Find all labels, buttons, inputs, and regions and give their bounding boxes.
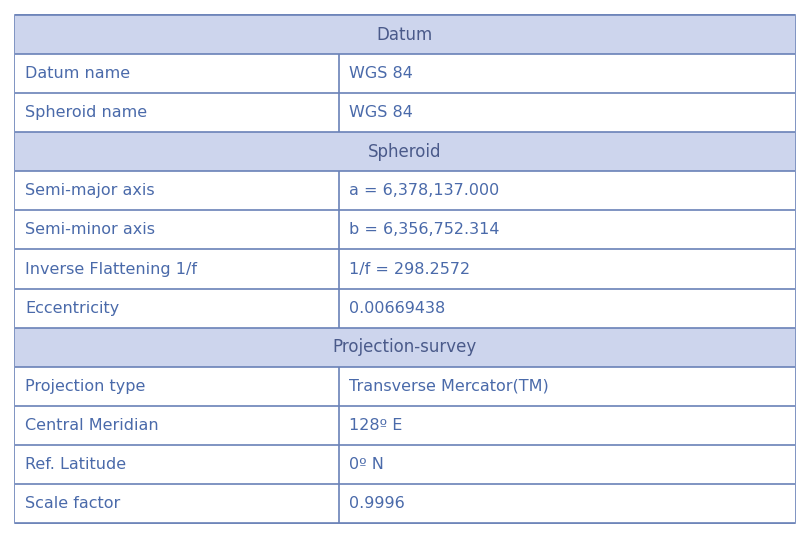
Text: a = 6,378,137.000: a = 6,378,137.000 bbox=[348, 183, 499, 199]
Text: 128º E: 128º E bbox=[348, 418, 402, 433]
Text: Datum: Datum bbox=[377, 25, 433, 44]
Bar bbox=[15, 15, 795, 54]
Text: 0.00669438: 0.00669438 bbox=[348, 301, 445, 316]
Text: Ref. Latitude: Ref. Latitude bbox=[25, 457, 126, 472]
Bar bbox=[15, 406, 795, 445]
Bar bbox=[15, 367, 795, 406]
Text: Spheroid name: Spheroid name bbox=[25, 105, 147, 120]
Text: WGS 84: WGS 84 bbox=[348, 105, 412, 120]
Text: 1/f = 298.2572: 1/f = 298.2572 bbox=[348, 261, 470, 277]
Bar bbox=[15, 484, 795, 523]
Bar bbox=[15, 250, 795, 288]
Text: Inverse Flattening 1/f: Inverse Flattening 1/f bbox=[25, 261, 197, 277]
Bar bbox=[15, 445, 795, 484]
Text: Central Meridian: Central Meridian bbox=[25, 418, 159, 433]
Text: 0.9996: 0.9996 bbox=[348, 496, 404, 511]
Bar bbox=[15, 210, 795, 250]
Text: Spheroid: Spheroid bbox=[369, 143, 441, 161]
Text: b = 6,356,752.314: b = 6,356,752.314 bbox=[348, 222, 499, 237]
Bar bbox=[15, 288, 795, 328]
Text: Projection type: Projection type bbox=[25, 379, 145, 394]
Bar bbox=[15, 93, 795, 132]
Text: Projection-survey: Projection-survey bbox=[333, 338, 477, 356]
Text: Semi-major axis: Semi-major axis bbox=[25, 183, 155, 199]
Bar bbox=[15, 328, 795, 367]
Text: Datum name: Datum name bbox=[25, 66, 130, 81]
Text: Transverse Mercator(TM): Transverse Mercator(TM) bbox=[348, 379, 548, 394]
Bar bbox=[15, 132, 795, 171]
Text: 0º N: 0º N bbox=[348, 457, 384, 472]
Text: Scale factor: Scale factor bbox=[25, 496, 120, 511]
Bar bbox=[15, 54, 795, 93]
Text: Eccentricity: Eccentricity bbox=[25, 301, 119, 316]
Text: WGS 84: WGS 84 bbox=[348, 66, 412, 81]
Bar bbox=[15, 171, 795, 210]
Text: Semi-minor axis: Semi-minor axis bbox=[25, 222, 155, 237]
